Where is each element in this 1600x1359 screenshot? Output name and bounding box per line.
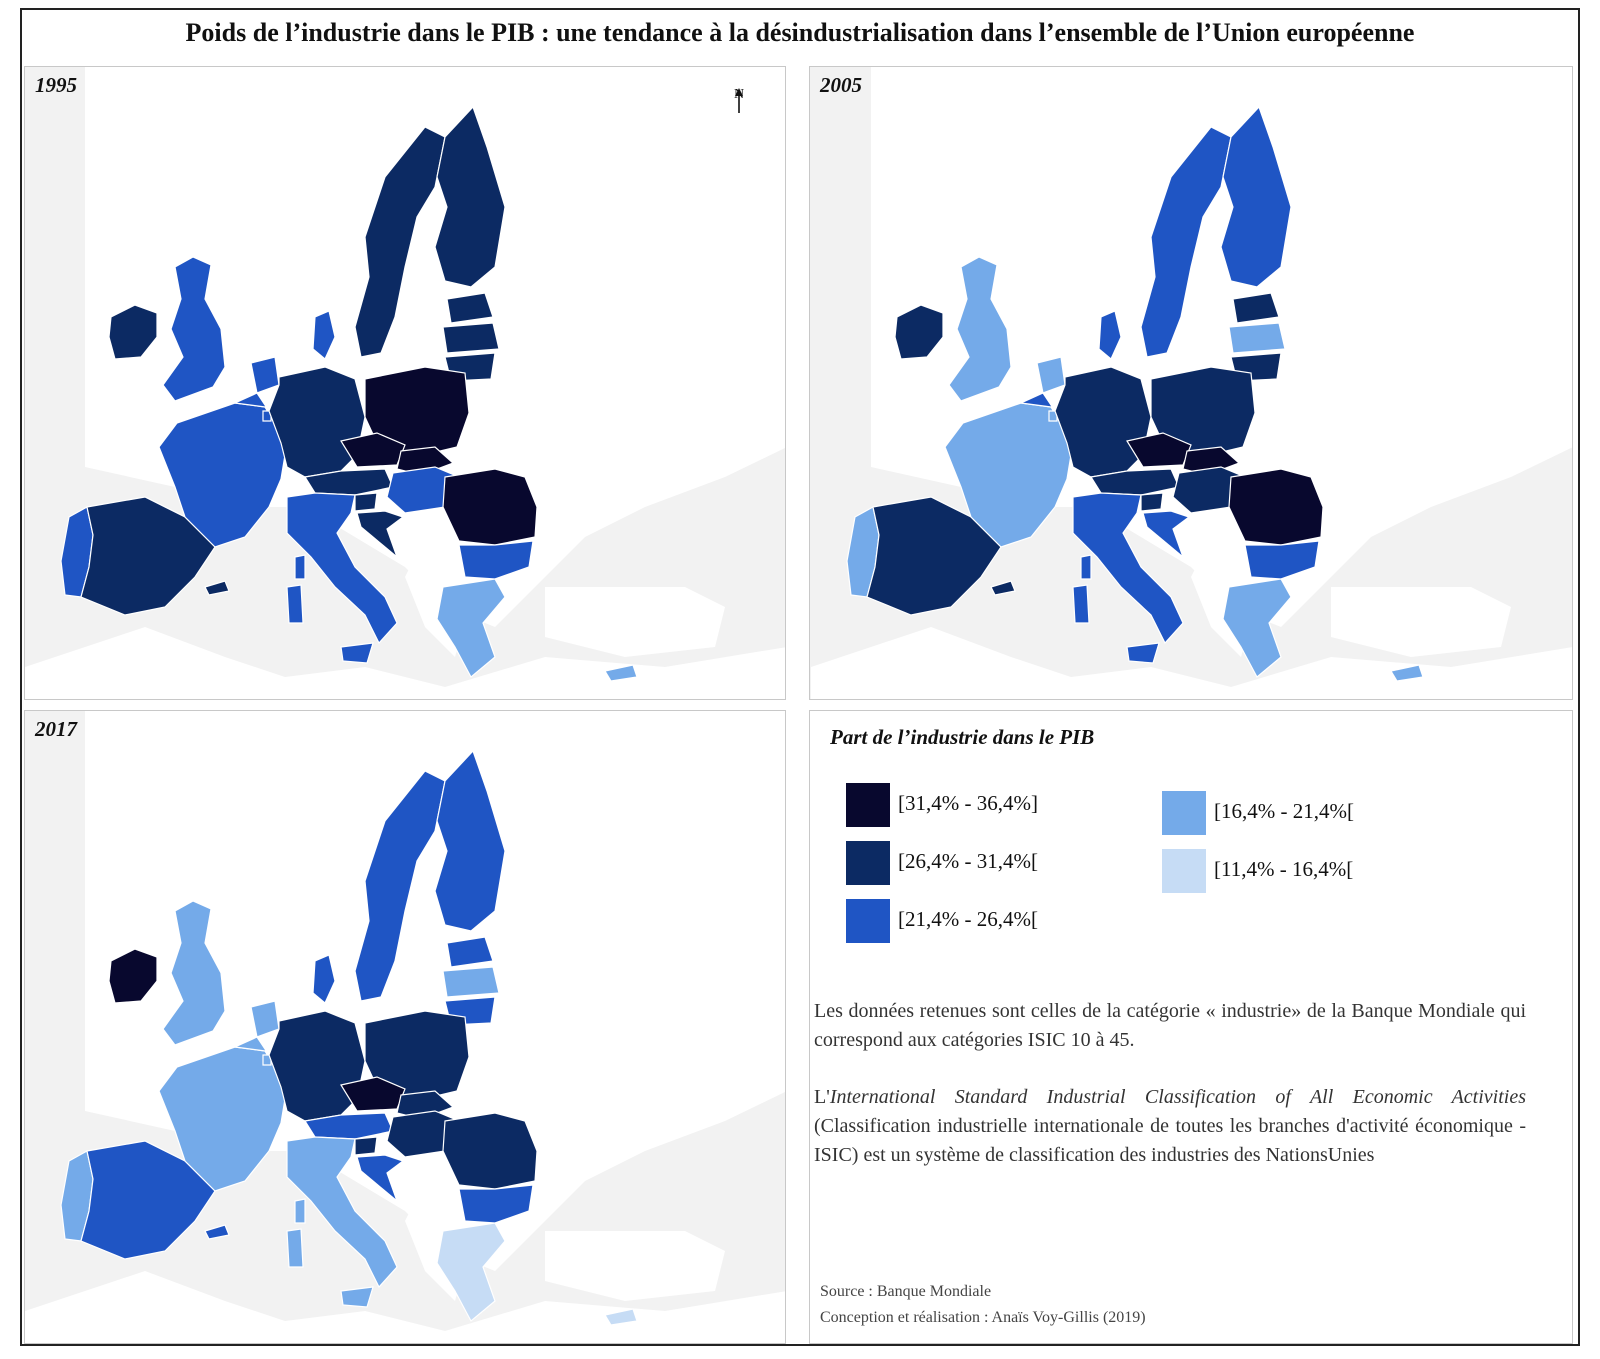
country-bulgaria [1244, 540, 1320, 580]
non-eu-land [25, 627, 785, 699]
country-luxembourg [262, 1054, 272, 1066]
country-greece [436, 1222, 506, 1322]
country-corsica [294, 1198, 306, 1224]
map-1995 [25, 67, 785, 699]
legend-swatch [1162, 791, 1206, 835]
country-sicily [340, 642, 374, 664]
legend-swatch [846, 783, 890, 827]
country-uk [948, 256, 1012, 402]
country-balearics [204, 1224, 230, 1240]
isic-note-rest: (Classification industrielle internation… [814, 1115, 1526, 1166]
country-estonia [446, 936, 494, 968]
map-panel-2005: 2005 [809, 66, 1573, 700]
country-bulgaria [458, 1184, 534, 1224]
country-estonia [446, 292, 494, 324]
country-italy [286, 1136, 398, 1289]
country-sardinia [1072, 584, 1090, 624]
country-croatia [356, 510, 405, 559]
country-poland [364, 1010, 470, 1102]
map-2005 [811, 67, 1572, 699]
country-ireland [108, 948, 158, 1004]
isic-note: L'International Standard Industrial Clas… [814, 1083, 1526, 1170]
non-eu-land [1331, 587, 1511, 657]
credit-note: Conception et réalisation : Anaïs Voy-Gi… [820, 1309, 1146, 1326]
country-finland [434, 105, 506, 288]
non-eu-land [545, 1231, 725, 1301]
isic-note-prefix: L' [814, 1086, 830, 1108]
map-panel-1995: 1995 N [24, 66, 786, 700]
country-corsica [294, 554, 306, 580]
country-spain [80, 496, 216, 616]
country-balearics [990, 580, 1016, 596]
country-italy [1072, 492, 1184, 645]
country-sicily [340, 1286, 374, 1308]
legend-label: [21,4% - 26,4%[ [898, 907, 1038, 931]
country-corsica [1080, 554, 1092, 580]
country-greece [436, 578, 506, 678]
legend-swatch [1162, 849, 1206, 893]
country-uk [162, 256, 226, 402]
non-eu-land [811, 627, 1572, 699]
page-title: Poids de l’industrie dans le PIB : une t… [185, 18, 1415, 47]
country-sardinia [286, 1228, 304, 1268]
legend-label: [26,4% - 31,4%[ [898, 849, 1038, 873]
country-denmark [1098, 310, 1122, 360]
country-finland [1220, 105, 1292, 288]
methodology-note: Les données retenues sont celles de la c… [814, 1000, 1526, 1051]
country-uk [162, 900, 226, 1046]
country-greece [1222, 578, 1292, 678]
country-cyprus [1390, 664, 1424, 682]
non-eu-land [545, 587, 725, 657]
non-eu-land [25, 1271, 785, 1343]
country-spain [866, 496, 1002, 616]
country-denmark [312, 310, 336, 360]
panel-year-label: 2005 [820, 73, 862, 97]
country-slovenia [354, 1136, 378, 1156]
country-cyprus [604, 664, 638, 682]
country-luxembourg [1048, 410, 1058, 422]
country-slovenia [1140, 492, 1164, 512]
country-romania [442, 1112, 538, 1190]
country-romania [442, 468, 538, 546]
legend-swatch [846, 899, 890, 943]
panel-year-label: 1995 [35, 73, 77, 97]
panel-year-label: 2017 [35, 717, 77, 741]
north-arrow: N [729, 87, 749, 113]
country-bulgaria [458, 540, 534, 580]
legend-title: Part de l’industrie dans le PIB [830, 725, 1095, 749]
map-frame: Poids de l’industrie dans le PIB : une t… [20, 8, 1580, 1346]
country-latvia [1228, 322, 1286, 354]
country-sicily [1126, 642, 1160, 664]
country-croatia [356, 1154, 405, 1203]
country-denmark [312, 954, 336, 1004]
legend-swatch [846, 841, 890, 885]
legend-label: [16,4% - 21,4%[ [1214, 799, 1354, 823]
map-2017 [25, 711, 785, 1343]
legend-panel: Part de l’industrie dans le PIB [31,4% -… [809, 710, 1573, 1344]
country-poland [364, 366, 470, 458]
legend-label: [31,4% - 36,4%] [898, 791, 1038, 815]
isic-note-italic: International Standard Industrial Classi… [829, 1086, 1526, 1108]
country-sardinia [286, 584, 304, 624]
country-estonia [1232, 292, 1280, 324]
legend-label: [11,4% - 16,4%[ [1214, 857, 1354, 881]
country-latvia [442, 322, 500, 354]
country-ireland [108, 304, 158, 360]
country-balearics [204, 580, 230, 596]
country-cyprus [604, 1308, 638, 1326]
country-ireland [894, 304, 944, 360]
map-panel-2017: 2017 [24, 710, 786, 1344]
source-note: Source : Banque Mondiale [820, 1283, 992, 1300]
country-slovenia [354, 492, 378, 512]
country-romania [1228, 468, 1324, 546]
country-latvia [442, 966, 500, 998]
country-spain [80, 1140, 216, 1260]
country-luxembourg [262, 410, 272, 422]
country-croatia [1142, 510, 1191, 559]
country-finland [434, 749, 506, 932]
north-arrow-icon [735, 88, 743, 113]
country-italy [286, 492, 398, 645]
country-poland [1150, 366, 1256, 458]
